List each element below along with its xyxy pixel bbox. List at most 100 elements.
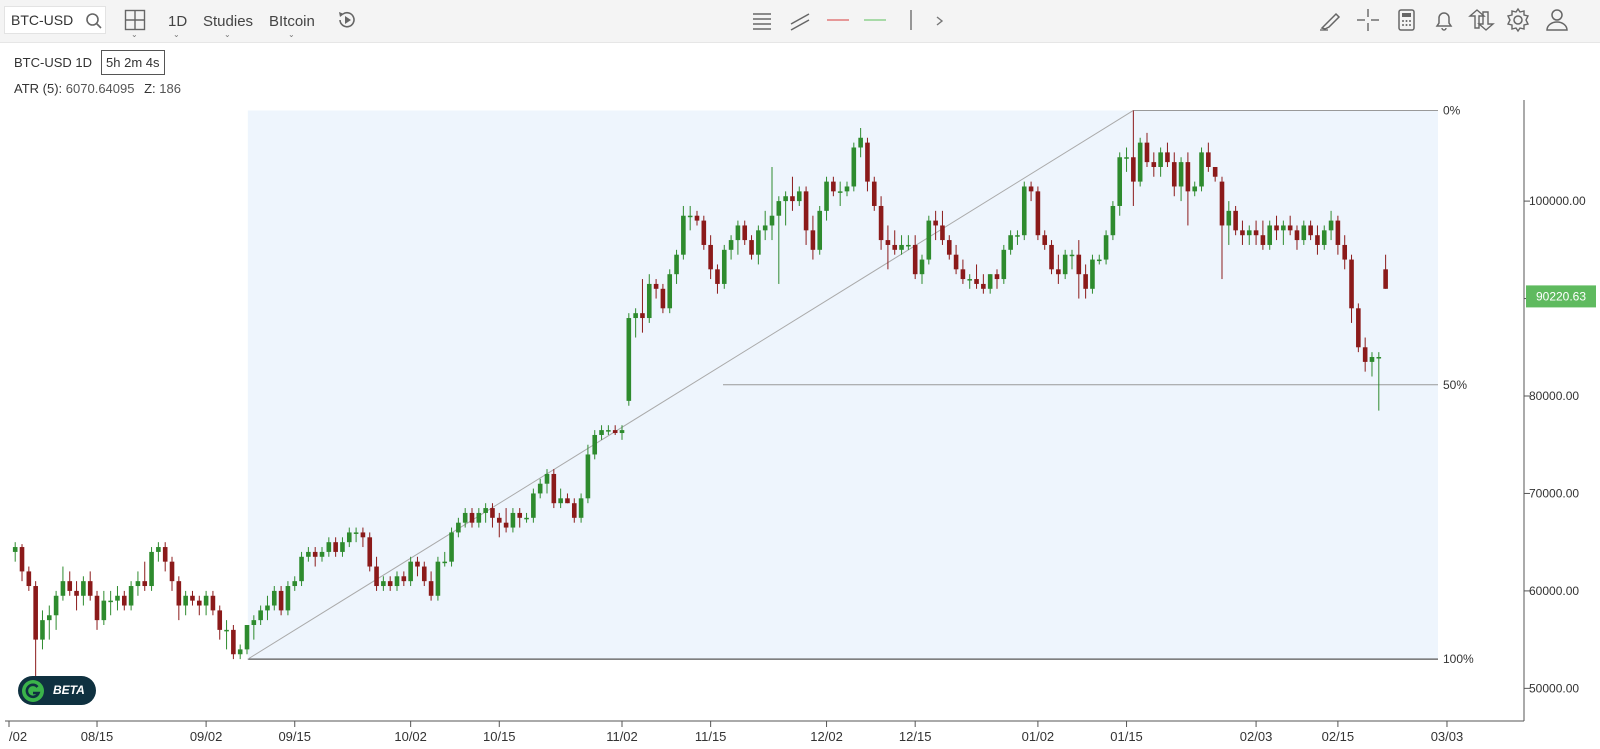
candle	[1178, 157, 1184, 202]
candle	[1281, 220, 1286, 245]
candle-body	[762, 225, 768, 231]
candle	[551, 469, 557, 509]
candle	[531, 488, 536, 523]
candle-body	[1090, 259, 1095, 289]
bell-icon[interactable]	[1433, 8, 1455, 32]
horizontal-lines-icon[interactable]	[751, 10, 773, 32]
comparison-menu[interactable]: BItcoin	[269, 12, 315, 30]
candle	[1069, 249, 1075, 270]
candle	[128, 581, 134, 611]
candle-body	[81, 581, 86, 596]
layout-grid-icon[interactable]	[124, 9, 146, 31]
candle	[681, 205, 686, 260]
candle-body	[1028, 186, 1034, 192]
studies-menu[interactable]: Studies	[203, 12, 254, 30]
candle-body	[953, 254, 959, 270]
candle	[340, 537, 345, 557]
vertical-line-icon[interactable]	[905, 9, 917, 31]
candle-body	[817, 210, 823, 250]
search-icon[interactable]	[85, 12, 103, 30]
beta-badge[interactable]: BETA	[18, 676, 96, 705]
candle	[769, 166, 775, 241]
trendline-icon[interactable]	[789, 10, 811, 32]
candle	[1028, 181, 1034, 202]
candle-body	[619, 430, 625, 434]
arrows-updown-icon[interactable]	[1467, 8, 1495, 32]
candle	[203, 590, 209, 616]
candle-body	[26, 571, 32, 587]
symbol-input[interactable]: BTC-USD	[11, 12, 74, 28]
candle	[442, 551, 448, 567]
candle-body	[299, 556, 304, 582]
candle	[633, 308, 638, 338]
candle-body	[203, 595, 209, 606]
candle	[1287, 215, 1293, 236]
candle-body	[967, 279, 973, 281]
candle	[74, 581, 79, 611]
symbol-search-box[interactable]: BTC-USD	[4, 6, 106, 34]
candle	[1233, 205, 1238, 236]
candle	[224, 620, 229, 650]
calculator-icon[interactable]	[1396, 8, 1418, 32]
user-icon[interactable]	[1545, 7, 1569, 33]
candle-body	[87, 581, 93, 596]
candle	[319, 547, 325, 562]
candle	[878, 196, 884, 250]
candle-body	[1110, 205, 1116, 236]
candle	[783, 191, 788, 226]
candle	[1206, 142, 1211, 172]
candle	[374, 556, 379, 591]
candle	[503, 508, 509, 533]
candle	[1267, 220, 1273, 250]
candle	[1042, 230, 1048, 250]
candle-body	[1185, 162, 1191, 192]
candle	[906, 235, 911, 250]
candle	[1192, 181, 1198, 197]
candle-body	[496, 517, 502, 523]
green-line-icon[interactable]	[863, 10, 887, 32]
candle	[496, 512, 502, 538]
candle-body	[60, 581, 66, 596]
candle-body	[162, 547, 168, 562]
candle-body	[626, 318, 632, 401]
candle	[346, 527, 352, 548]
interval-selector[interactable]: 1D	[168, 12, 188, 30]
price-chart[interactable]: 0%50%100% 100000.0090000.0080000.0070000…	[0, 44, 1600, 749]
candle-body	[681, 215, 686, 255]
x-tick-label: 02/15	[1322, 729, 1355, 744]
candle	[871, 176, 877, 211]
candle	[60, 566, 66, 601]
crosshair-icon[interactable]	[1356, 8, 1380, 32]
candle-body	[1103, 235, 1109, 260]
candle-body	[40, 620, 45, 640]
candle	[803, 186, 809, 245]
candle	[285, 581, 291, 616]
chevron-right-icon[interactable]	[934, 11, 946, 31]
candle	[824, 176, 829, 221]
candle	[26, 566, 32, 591]
candle	[183, 590, 188, 616]
candle-body	[1246, 230, 1252, 236]
x-tick-label: 11/15	[695, 729, 727, 744]
candle-body	[946, 240, 952, 255]
draw-tool-icon[interactable]	[1318, 8, 1342, 32]
candle	[967, 274, 973, 289]
candle	[1090, 254, 1095, 294]
candle-body	[135, 581, 141, 587]
candle-body	[1369, 357, 1375, 362]
candle-body	[735, 225, 741, 241]
candle	[940, 210, 945, 245]
candle	[67, 571, 73, 596]
fib-retracement[interactable]: 0% 50% 100%	[247, 103, 1474, 666]
candle-body	[231, 629, 236, 655]
candle-body	[756, 230, 761, 255]
candle-body	[899, 244, 904, 250]
candle-body	[769, 215, 775, 226]
candle-body	[1356, 308, 1361, 348]
replay-icon[interactable]	[336, 9, 358, 31]
candle-body	[1117, 157, 1123, 206]
candle-body	[640, 313, 645, 319]
candle-body	[810, 230, 816, 250]
gear-icon[interactable]	[1505, 7, 1531, 33]
red-line-icon[interactable]	[826, 10, 850, 32]
